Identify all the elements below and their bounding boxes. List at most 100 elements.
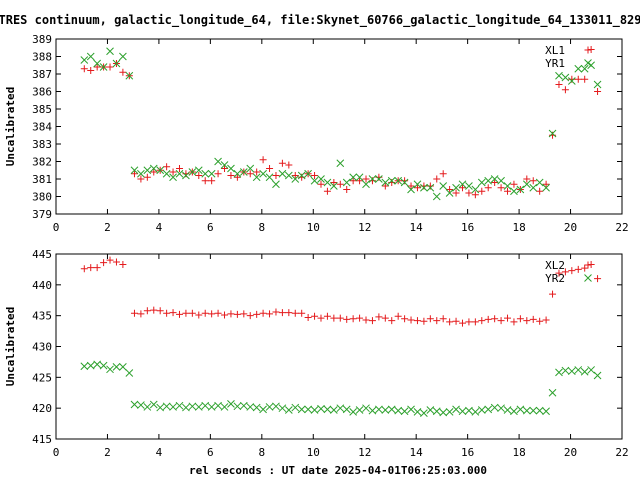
data-point-xl2 <box>401 315 409 323</box>
data-point-xl1 <box>227 172 235 179</box>
data-point-yr2 <box>106 365 114 374</box>
data-point-xl2 <box>221 311 229 319</box>
data-point-xl1 <box>208 177 216 185</box>
data-point-xl2 <box>130 309 138 317</box>
data-point-yr2 <box>323 405 332 414</box>
x-tick-label: 14 <box>410 446 424 459</box>
data-point-yr2 <box>220 403 229 411</box>
data-point-yr1 <box>510 187 518 196</box>
data-point-xl2 <box>381 314 389 322</box>
data-point-yr1 <box>310 176 319 185</box>
data-point-yr2 <box>387 405 396 414</box>
data-point-xl2 <box>555 269 563 277</box>
data-point-xl1 <box>317 180 325 188</box>
data-point-yr1 <box>580 64 589 73</box>
data-point-yr1 <box>432 192 441 201</box>
data-point-xl1 <box>433 175 441 183</box>
data-point-xl1 <box>362 175 370 183</box>
data-point-xl2 <box>201 309 209 317</box>
x-tick-label: 6 <box>207 446 214 459</box>
data-point-yr1 <box>336 159 345 168</box>
data-point-yr2 <box>86 361 95 370</box>
x-tick-label: 20 <box>564 221 577 234</box>
data-point-yr1 <box>368 175 377 183</box>
y-tick-label: 386 <box>32 86 52 99</box>
data-point-xl2 <box>195 311 203 319</box>
data-point-xl1 <box>137 175 145 183</box>
x-tick-label: 16 <box>461 221 474 234</box>
data-point-yr1 <box>106 47 114 56</box>
y-tick-label: 430 <box>32 341 52 354</box>
data-point-yr1 <box>304 169 312 178</box>
legend-label: XL1 <box>545 44 565 57</box>
data-point-xl2 <box>80 265 88 273</box>
y-tick-label: 379 <box>32 208 52 221</box>
data-point-yr1 <box>227 164 235 173</box>
data-point-xl1 <box>278 159 286 167</box>
data-point-yr1 <box>593 80 602 89</box>
data-point-xl1 <box>497 184 505 192</box>
data-point-xl2 <box>240 310 248 318</box>
data-point-yr2 <box>278 404 287 413</box>
data-point-xl1 <box>343 186 351 193</box>
x-tick-label: 4 <box>156 446 163 459</box>
data-point-xl1 <box>93 63 101 71</box>
data-point-yr2 <box>471 408 480 416</box>
data-point-yr1 <box>375 175 383 183</box>
data-point-yr1 <box>259 169 267 178</box>
data-point-xl1 <box>574 75 582 83</box>
data-point-xl1 <box>119 68 127 76</box>
data-point-yr1 <box>86 52 95 61</box>
y-tick-label: 382 <box>32 156 52 169</box>
data-point-yr2 <box>484 405 493 414</box>
data-point-xl2 <box>93 264 101 272</box>
data-point-yr1 <box>497 176 505 185</box>
data-point-yr2 <box>465 406 473 415</box>
data-point-yr1 <box>465 182 473 190</box>
data-point-yr2 <box>80 362 89 371</box>
data-point-xl2 <box>413 317 421 325</box>
data-point-yr2 <box>439 408 448 417</box>
data-point-yr1 <box>355 173 364 182</box>
data-point-yr1 <box>194 166 203 175</box>
data-point-xl2 <box>407 316 415 324</box>
data-point-yr1 <box>284 171 293 180</box>
x-tick-label: 10 <box>307 446 320 459</box>
data-point-xl2 <box>523 317 531 325</box>
data-point-xl1 <box>272 172 280 179</box>
data-point-xl2 <box>100 259 108 267</box>
y-tick-label: 389 <box>32 33 52 46</box>
data-point-yr2 <box>207 403 216 411</box>
data-point-yr2 <box>394 406 403 415</box>
data-point-yr1 <box>561 73 570 82</box>
data-point-yr2 <box>349 408 358 416</box>
data-point-xl1 <box>163 163 171 171</box>
data-point-yr1 <box>317 175 325 183</box>
data-point-yr2 <box>542 407 550 416</box>
data-point-yr2 <box>201 401 210 410</box>
data-point-yr1 <box>587 61 595 70</box>
data-point-yr2 <box>233 402 242 411</box>
data-point-yr2 <box>169 403 177 411</box>
data-point-yr2 <box>175 401 184 410</box>
data-point-yr2 <box>452 405 460 414</box>
data-point-yr1 <box>252 173 261 182</box>
data-point-yr2 <box>284 406 293 414</box>
data-point-yr1 <box>439 182 448 190</box>
data-point-yr1 <box>490 175 499 183</box>
data-point-yr2 <box>214 401 222 410</box>
data-point-xl1 <box>291 172 299 179</box>
y-axis-label: Uncalibrated <box>4 307 17 386</box>
data-point-xl2 <box>568 267 576 275</box>
x-tick-label: 16 <box>461 446 474 459</box>
data-point-xl1 <box>439 170 447 178</box>
data-point-yr2 <box>548 388 557 397</box>
data-point-yr1 <box>445 189 454 197</box>
data-point-xl2 <box>137 310 145 318</box>
data-point-yr2 <box>125 369 134 377</box>
legend-label: YR2 <box>545 272 565 285</box>
data-point-yr2 <box>593 371 602 380</box>
data-point-xl1 <box>233 173 241 181</box>
data-point-yr1 <box>143 166 152 175</box>
data-point-xl2 <box>587 260 595 268</box>
